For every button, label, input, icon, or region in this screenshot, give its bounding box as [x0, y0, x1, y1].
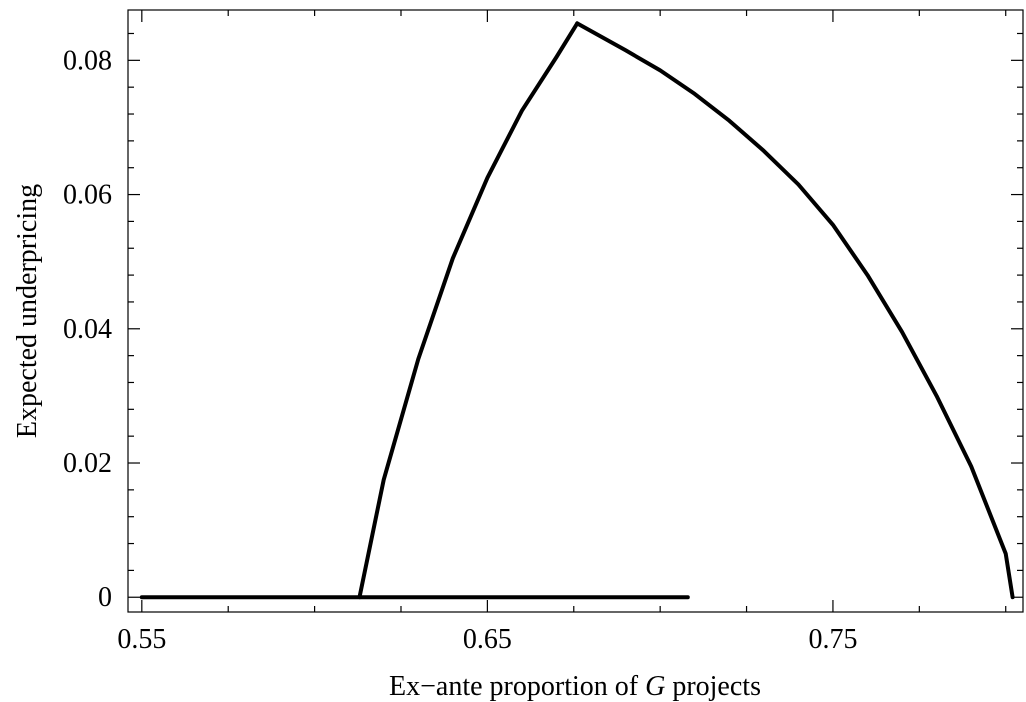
tick-labels: 0.55 0.65 0.75 0 0.02 0.04 0.06 0.08 — [63, 45, 857, 655]
y-tick-label: 0.08 — [63, 45, 112, 76]
ticks — [128, 10, 1023, 612]
y-tick-label: 0.02 — [63, 448, 112, 479]
x-tick-label: 0.75 — [808, 624, 857, 655]
series-line-2 — [357, 21, 580, 600]
y-tick-label: 0 — [98, 582, 112, 613]
y-axis-title: Expected underpricing — [12, 184, 43, 438]
x-tick-label: 0.65 — [463, 624, 512, 655]
series-line-3 — [575, 21, 1015, 600]
series-layer — [139, 21, 1015, 600]
x-axis-title: Ex−ante proportion of G projects — [389, 671, 761, 702]
y-tick-label: 0.04 — [63, 314, 112, 345]
x-tick-label: 0.55 — [117, 624, 166, 655]
y-tick-label: 0.06 — [63, 180, 112, 211]
plot-frame — [127, 9, 1024, 613]
